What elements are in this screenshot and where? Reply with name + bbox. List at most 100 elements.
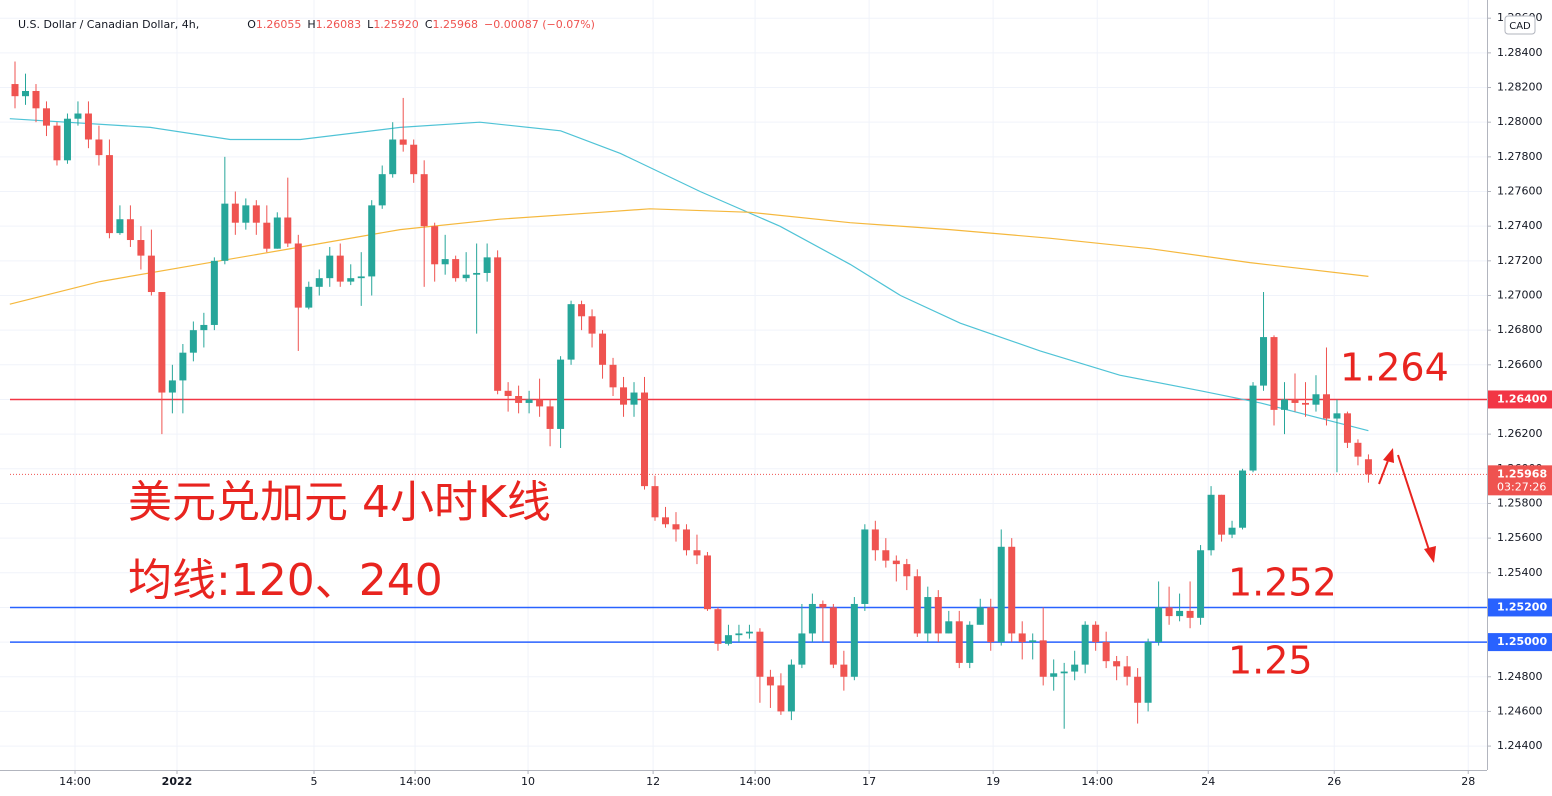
candle-body — [168, 380, 176, 393]
candle-body — [1354, 442, 1362, 457]
level-label-box — [1488, 598, 1552, 617]
header: U.S. Dollar / Canadian Dollar, 4h, O1.260… — [18, 18, 595, 31]
annotation: 美元兑加元 4小时K线 — [128, 477, 551, 528]
y-tick-label: 1.26800 — [1497, 323, 1543, 336]
candle-body — [1281, 399, 1289, 410]
candle-body — [850, 603, 858, 677]
candle-body — [420, 174, 428, 227]
candle-body — [829, 607, 837, 665]
arrow-up — [1378, 457, 1390, 485]
candle-body — [945, 621, 953, 634]
y-tick-label: 1.25800 — [1497, 496, 1543, 509]
candle-body — [882, 550, 890, 561]
candle-body — [955, 621, 963, 663]
countdown: 03:27:26 — [1497, 480, 1546, 493]
candle-body — [1343, 413, 1351, 443]
candle-body — [179, 352, 187, 381]
candle-body — [21, 90, 29, 97]
ohlc-value: 1.25968 — [433, 18, 479, 31]
last-price-box — [1488, 465, 1552, 496]
y-tick-label: 1.26200 — [1497, 427, 1543, 440]
candle-body — [1144, 642, 1152, 703]
candle-body — [651, 486, 659, 518]
ohlc-value: 1.26055 — [256, 18, 302, 31]
candle-body — [483, 257, 491, 273]
candle-body — [231, 203, 239, 223]
candle-body — [525, 399, 533, 403]
level-annotation: 1.264 — [1340, 346, 1449, 390]
candle-body — [221, 203, 229, 261]
y-tick-label: 1.28400 — [1497, 46, 1543, 59]
x-tick-label: 19 — [986, 775, 1000, 788]
level-annotation: 1.25 — [1228, 639, 1313, 683]
candle-body — [871, 529, 879, 551]
candle-body — [147, 255, 155, 293]
candle-body — [714, 609, 722, 644]
x-tick-label: 26 — [1327, 775, 1341, 788]
candle-body — [1155, 607, 1163, 643]
level-label: 1.25000 — [1497, 635, 1547, 648]
arrow-head — [1383, 448, 1394, 463]
level-label: 1.25200 — [1497, 600, 1547, 613]
candle-body — [672, 524, 680, 530]
candle-body — [210, 260, 218, 325]
ohlc-value: 1.25920 — [373, 18, 419, 31]
candle-body — [997, 546, 1005, 643]
candle-body — [452, 259, 460, 279]
candle-body — [1176, 610, 1184, 617]
candle-body — [116, 219, 124, 234]
candle-body — [441, 259, 449, 265]
candle-body — [1008, 546, 1016, 634]
candle-body — [63, 118, 71, 161]
arrow-head — [1424, 546, 1436, 563]
candle-body — [105, 155, 113, 234]
candle-body — [808, 603, 816, 634]
candle-body — [357, 276, 365, 279]
annotation: 均线:120、240 — [128, 555, 443, 606]
y-tick-label: 1.27200 — [1497, 254, 1543, 267]
candle-body — [578, 304, 586, 317]
candle-body — [735, 633, 743, 636]
candle-body — [861, 529, 869, 604]
candle-body — [903, 564, 911, 577]
candle-body — [326, 255, 334, 279]
candle-body — [32, 90, 40, 109]
candle-body — [294, 243, 302, 308]
candle-body — [1123, 666, 1131, 677]
candle-body — [431, 226, 439, 265]
candle-body — [284, 217, 292, 244]
candle-body — [1228, 527, 1236, 535]
plot-area: 1.264 1.252 1.25 — [9, 61, 1487, 729]
y-tick-label: 1.27600 — [1497, 185, 1543, 198]
x-tick-label: 12 — [646, 775, 660, 788]
candle-body — [1207, 494, 1215, 551]
y-tick-label: 1.28000 — [1497, 115, 1543, 128]
ohlc-prefix: C — [425, 18, 433, 31]
candle-body — [819, 603, 827, 608]
change: −0.00087 (−0.07%) — [484, 18, 595, 31]
candle-body — [1364, 459, 1372, 475]
candle-body — [1092, 624, 1100, 643]
candle-body — [462, 274, 470, 279]
candle-body — [504, 390, 512, 397]
candle-body — [1039, 640, 1047, 677]
x-tick-label: 10 — [521, 775, 535, 788]
candle-body — [620, 387, 628, 405]
candle-body — [1291, 399, 1299, 403]
x-tick-label: 2022 — [162, 775, 193, 788]
candle-body — [1218, 494, 1226, 535]
candle-body — [515, 396, 523, 403]
candle-body — [724, 635, 732, 644]
candle-body — [966, 624, 974, 663]
candle-body — [1260, 337, 1268, 386]
candle-body — [787, 664, 795, 712]
level-label-box — [1488, 633, 1552, 652]
currency-badge — [1504, 15, 1536, 35]
candle-body — [536, 399, 544, 407]
drawn-arrows — [1378, 448, 1436, 563]
candle-body — [1270, 337, 1278, 410]
candle-body — [599, 333, 607, 365]
candle-body — [273, 217, 281, 249]
